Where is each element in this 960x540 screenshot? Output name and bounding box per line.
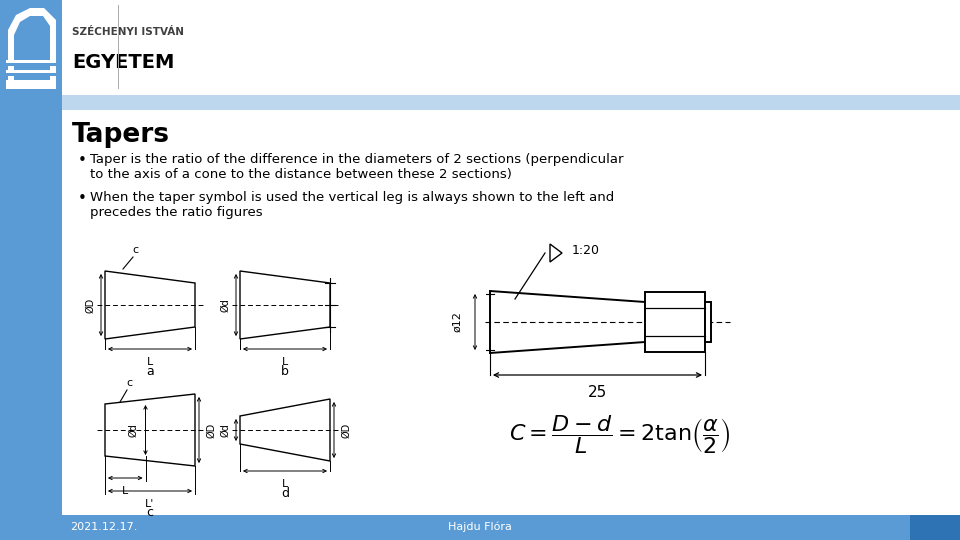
- Bar: [62, 95, 960, 110]
- Text: 2021.12.17.: 2021.12.17.: [70, 522, 137, 532]
- Text: Hajdu Flóra: Hajdu Flóra: [448, 522, 512, 532]
- Text: b: b: [281, 365, 289, 378]
- Polygon shape: [240, 271, 330, 339]
- Text: Ød: Ød: [129, 423, 138, 437]
- Bar: [62, 0, 960, 95]
- Text: ØD: ØD: [85, 298, 95, 313]
- Text: 1:20: 1:20: [572, 244, 600, 256]
- Text: L: L: [147, 357, 154, 367]
- Text: L: L: [122, 486, 129, 496]
- Text: precedes the ratio figures: precedes the ratio figures: [90, 206, 263, 219]
- Text: to the axis of a cone to the distance between these 2 sections): to the axis of a cone to the distance be…: [90, 168, 512, 181]
- Text: SZÉCHENYI ISTVÁN: SZÉCHENYI ISTVÁN: [72, 27, 184, 37]
- Text: Tapers: Tapers: [72, 122, 170, 148]
- Text: ØD: ØD: [341, 422, 351, 437]
- Text: a: a: [146, 365, 154, 378]
- Bar: [0, 515, 960, 540]
- Polygon shape: [240, 399, 330, 461]
- Bar: [5, 5, 57, 90]
- Polygon shape: [105, 394, 195, 466]
- Bar: [0, 0, 62, 540]
- Text: c: c: [126, 378, 132, 388]
- Polygon shape: [8, 8, 56, 88]
- Text: Taper is the ratio of the difference in the diameters of 2 sections (perpendicul: Taper is the ratio of the difference in …: [90, 153, 623, 166]
- Bar: [910, 515, 960, 540]
- Text: c: c: [147, 506, 154, 519]
- Text: Ød: Ød: [220, 298, 230, 312]
- Text: •: •: [78, 191, 86, 206]
- Bar: [6, 73, 56, 76]
- Text: L: L: [282, 479, 288, 489]
- Text: When the taper symbol is used the vertical leg is always shown to the left and: When the taper symbol is used the vertic…: [90, 191, 614, 204]
- Text: ø12: ø12: [452, 312, 462, 333]
- Text: d: d: [281, 487, 289, 500]
- Text: EGYETEM: EGYETEM: [72, 52, 175, 71]
- Polygon shape: [490, 291, 645, 353]
- Polygon shape: [14, 16, 50, 88]
- Text: c: c: [132, 245, 138, 255]
- Bar: [645, 292, 705, 352]
- Bar: [6, 60, 56, 66]
- Text: $C = \dfrac{D-d}{L} = 2\tan\!\left(\dfrac{\alpha}{2}\right)$: $C = \dfrac{D-d}{L} = 2\tan\!\left(\dfra…: [510, 414, 731, 456]
- Text: 25: 25: [588, 385, 607, 400]
- Polygon shape: [105, 271, 195, 339]
- Bar: [705, 302, 711, 342]
- Bar: [6, 63, 56, 66]
- Text: L': L': [145, 499, 155, 509]
- Bar: [6, 70, 56, 76]
- Bar: [6, 80, 56, 89]
- Text: L: L: [282, 357, 288, 367]
- Text: ØD: ØD: [206, 422, 216, 437]
- Text: •: •: [78, 153, 86, 168]
- Text: Ød: Ød: [220, 423, 230, 437]
